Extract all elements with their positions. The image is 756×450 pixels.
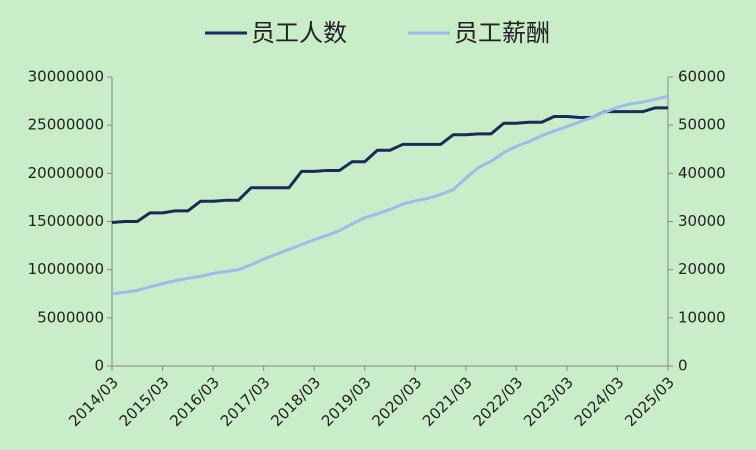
legend-label: 员工人数 xyxy=(251,19,347,47)
x-tick-label: 2022/03 xyxy=(470,373,527,430)
y2-tick-label: 60000 xyxy=(678,68,726,86)
x-tick-label: 2016/03 xyxy=(166,373,223,430)
y2-tick-label: 0 xyxy=(678,357,688,375)
y2-tick-label: 30000 xyxy=(678,212,726,230)
series-line xyxy=(111,94,669,296)
y-tick-label: 5000000 xyxy=(37,308,104,326)
series-line xyxy=(111,106,668,224)
x-tick-label: 2019/03 xyxy=(318,373,375,430)
y-tick-label: 15000000 xyxy=(28,212,104,230)
y-tick-label: 10000000 xyxy=(28,260,104,278)
x-tick-label: 2018/03 xyxy=(267,373,324,430)
x-tick-label: 2021/03 xyxy=(419,373,476,430)
x-tick-label: 2014/03 xyxy=(65,373,122,430)
y-tick-label: 20000000 xyxy=(28,164,104,182)
x-tick-label: 2020/03 xyxy=(368,373,425,430)
x-tick-label: 2023/03 xyxy=(520,373,577,430)
y2-tick-label: 40000 xyxy=(678,164,726,182)
y2-tick-label: 50000 xyxy=(678,116,726,134)
y-tick-label: 25000000 xyxy=(28,116,104,134)
x-tick-label: 2017/03 xyxy=(217,373,274,430)
x-tick-label: 2025/03 xyxy=(621,373,678,430)
x-tick-label: 2015/03 xyxy=(116,373,173,430)
y2-tick-label: 10000 xyxy=(678,308,726,326)
y-tick-label: 30000000 xyxy=(28,68,104,86)
y2-tick-label: 20000 xyxy=(678,260,726,278)
legend-label: 员工薪酬 xyxy=(454,19,550,47)
y-tick-label: 0 xyxy=(94,357,104,375)
x-tick-label: 2024/03 xyxy=(571,373,628,430)
